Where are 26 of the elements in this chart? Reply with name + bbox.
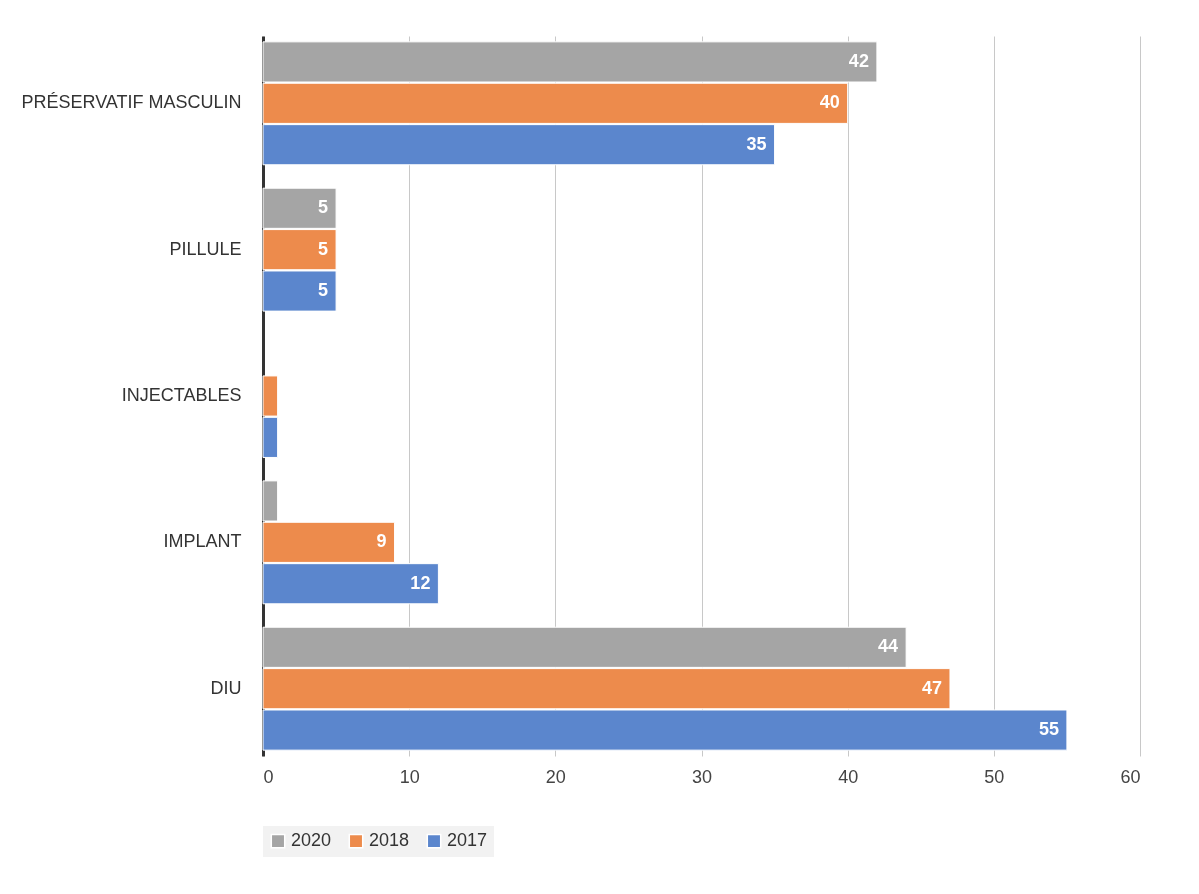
data-label: 5 [318,280,329,301]
x-tick-label: 0 [263,766,274,787]
y-tick-label: PILLULE [169,238,242,259]
y-tick-label: IMPLANT [163,531,242,552]
x-tick-label: 40 [838,766,859,787]
data-label: 42 [848,50,869,71]
legend-label: 2017 [447,830,488,851]
data-label: 12 [410,572,431,593]
y-tick-label: PRÉSERVATIF MASCULIN [21,92,242,113]
data-label: 47 [921,677,942,698]
data-label: 5 [318,238,329,259]
y-tick-label: INJECTABLES [121,385,242,405]
legend-label: 2020 [291,830,332,851]
data-label: 5 [318,197,329,218]
data-label: 9 [376,531,387,552]
data-label: 44 [878,636,899,657]
x-tick-label: 30 [691,766,713,787]
data-label: 40 [819,92,840,113]
data-label: 55 [1038,719,1059,740]
y-tick-label: DIU [210,677,242,698]
x-tick-label: 60 [1120,766,1141,787]
x-tick-label: 10 [399,766,420,787]
data-label: 35 [746,133,767,154]
x-tick-label: 20 [545,766,566,787]
legend-label: 2018 [369,830,410,851]
x-tick-label: 50 [984,766,1005,787]
